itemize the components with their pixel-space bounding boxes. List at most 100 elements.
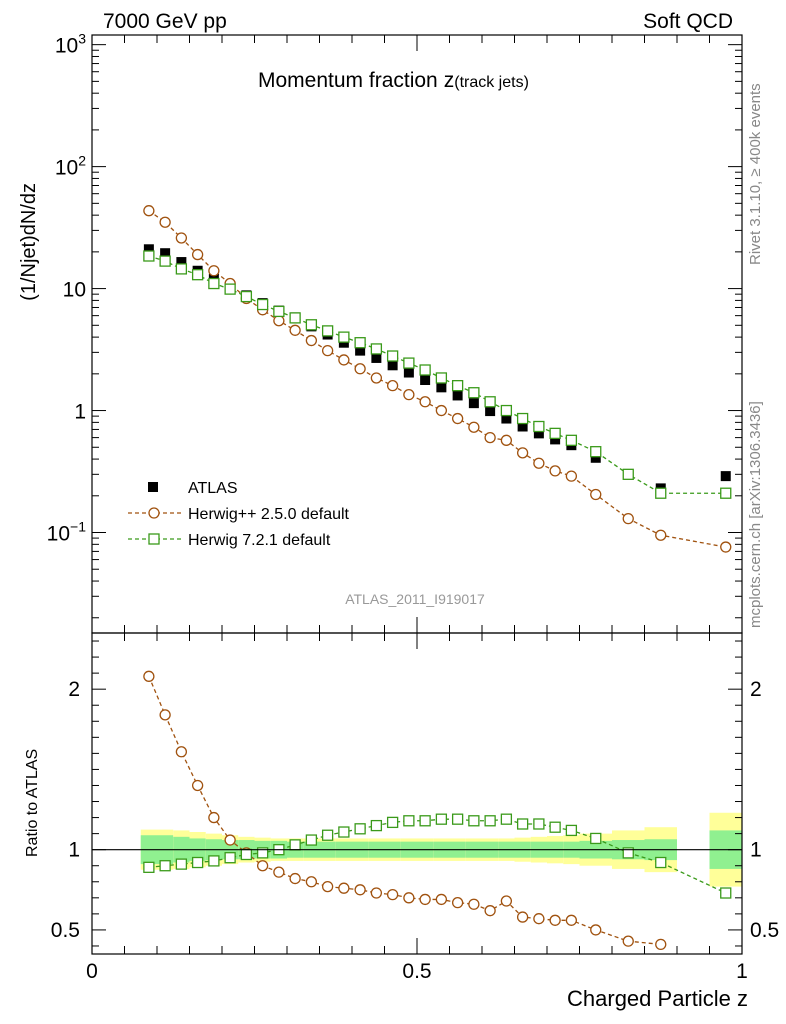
- main-y-axis-label: (1/Njet)dN/dz: [18, 183, 40, 301]
- ratio-series-line: [148, 676, 661, 946]
- main-data-point: [240, 290, 253, 303]
- ratio-data-point: [403, 892, 415, 904]
- ratio-y-tick-label-left: 0.5: [51, 919, 80, 942]
- main-data-point: [565, 434, 578, 446]
- main-data-point: [516, 412, 529, 425]
- main-y-tick-label: 1: [74, 401, 86, 424]
- main-data-point: [387, 360, 398, 371]
- ratio-data-point: [484, 905, 496, 917]
- ratio-y-tick-label-right: 2: [750, 678, 762, 701]
- main-data-point: [533, 457, 545, 469]
- ratio-data-point: [500, 813, 513, 825]
- main-data-point: [655, 529, 667, 541]
- ratio-data-point: [208, 811, 220, 824]
- ratio-y-axis-label: Ratio to ATLAS: [24, 749, 41, 857]
- main-data-point: [159, 255, 171, 267]
- legend-marker-herwigpp: [148, 507, 160, 519]
- main-data-point: [289, 324, 301, 336]
- ratio-data-point: [191, 856, 204, 869]
- ratio-data-point: [484, 815, 496, 827]
- ratio-data-point: [224, 852, 236, 864]
- main-data-point: [370, 343, 383, 355]
- main-data-point: [720, 471, 731, 482]
- main-data-point: [191, 248, 204, 261]
- legend-marker-herwig7: [148, 533, 160, 545]
- main-data-point: [720, 487, 732, 499]
- ratio-data-point: [435, 813, 448, 825]
- main-data-point: [420, 375, 431, 386]
- legend-marker-atlas: [148, 482, 158, 492]
- main-data-point: [516, 447, 529, 459]
- rivet-version-label: Rivet 3.1.10, ≥ 400k events: [747, 83, 764, 265]
- main-data-point: [485, 406, 496, 417]
- header-category-label: Soft QCD: [643, 10, 733, 33]
- ratio-data-point: [590, 832, 602, 845]
- x-tick-label: 1: [736, 960, 748, 983]
- ratio-data-point: [191, 779, 204, 792]
- main-data-point: [720, 541, 732, 553]
- main-data-point: [435, 404, 448, 417]
- ratio-data-point: [655, 856, 667, 869]
- ratio-data-point: [435, 893, 448, 906]
- main-data-point: [403, 367, 414, 378]
- main-data-point: [403, 357, 415, 369]
- main-data-point: [451, 380, 464, 392]
- ratio-data-point: [622, 847, 634, 859]
- ratio-data-point: [386, 888, 399, 901]
- ratio-data-point: [289, 839, 301, 851]
- main-data-point: [338, 331, 350, 343]
- ratio-data-point: [549, 821, 561, 833]
- ratio-data-point: [305, 876, 318, 888]
- main-data-point: [403, 389, 415, 401]
- main-data-point: [419, 396, 431, 408]
- ratio-data-point: [321, 829, 334, 841]
- main-data-point: [338, 354, 350, 366]
- axis-ticks: [91, 35, 743, 954]
- main-data-point: [622, 468, 634, 480]
- ratio-data-point: [338, 826, 350, 838]
- ratio-data-point: [720, 887, 732, 899]
- plot-title: Momentum fraction z(track jets): [258, 69, 529, 92]
- ratio-data-point: [370, 887, 383, 899]
- main-data-point: [500, 404, 513, 417]
- main-data-point: [468, 398, 479, 409]
- ratio-y-tick-label-left: 2: [68, 678, 80, 701]
- plot-title-text: Momentum fraction: [258, 69, 438, 92]
- main-data-point: [468, 387, 480, 399]
- main-data-point: [176, 257, 187, 268]
- main-data-point: [208, 277, 220, 290]
- main-data-point: [143, 205, 155, 217]
- main-data-point: [484, 431, 496, 444]
- main-data-point: [321, 325, 334, 337]
- ratio-data-point: [273, 866, 285, 878]
- main-data-point: [386, 350, 399, 362]
- ratio-data-point: [143, 670, 155, 682]
- main-data-point: [533, 428, 544, 439]
- ratio-data-point: [289, 872, 301, 885]
- legend-label-atlas: ATLAS: [188, 480, 238, 497]
- main-data-point: [386, 380, 399, 392]
- ratio-data-point: [468, 815, 480, 827]
- main-data-point: [289, 312, 301, 324]
- main-data-point: [159, 216, 171, 228]
- x-tick-label: 0.5: [402, 960, 431, 983]
- ratio-data-point: [565, 824, 578, 837]
- main-data-point: [143, 250, 155, 262]
- main-data-point: [321, 344, 334, 357]
- main-data-point: [305, 319, 318, 331]
- main-data-point: [549, 427, 561, 440]
- main-data-point: [256, 298, 269, 311]
- ratio-data-point: [516, 911, 529, 923]
- legend-label-herwigpp: Herwig++ 2.5.0 default: [188, 506, 350, 523]
- main-data-point: [500, 434, 513, 446]
- ratio-y-tick-label-right: 0.5: [750, 919, 779, 942]
- ratio-plot-frame: [91, 632, 743, 955]
- main-data-point: [550, 434, 561, 445]
- ratio-data-point: [533, 913, 545, 925]
- ratio-data-point: [208, 855, 220, 867]
- main-data-point: [224, 283, 236, 295]
- ratio-data-point: [386, 816, 399, 829]
- ratio-data-point: [321, 880, 334, 893]
- ratio-data-point: [565, 914, 578, 926]
- main-data-point: [305, 334, 318, 347]
